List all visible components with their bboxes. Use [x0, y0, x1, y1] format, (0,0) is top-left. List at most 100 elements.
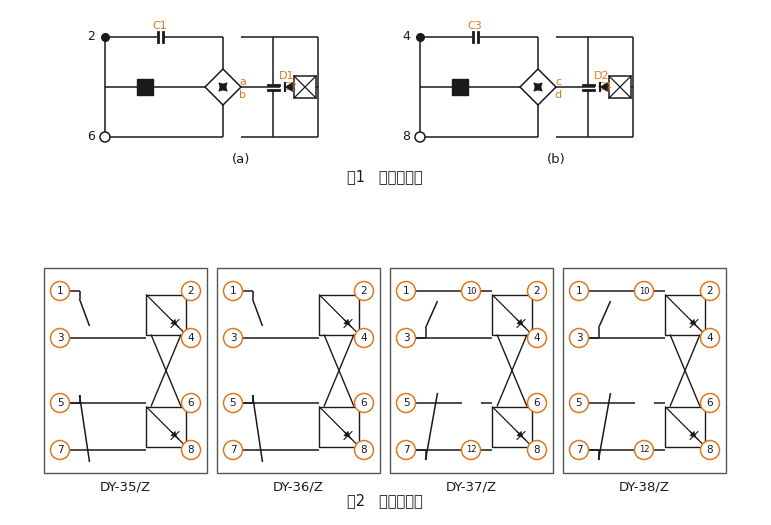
Circle shape: [635, 440, 654, 459]
Circle shape: [355, 329, 373, 348]
Text: DY-37/Z: DY-37/Z: [446, 480, 497, 493]
Text: C4: C4: [597, 82, 612, 92]
Circle shape: [527, 440, 547, 459]
Polygon shape: [219, 82, 226, 90]
Circle shape: [701, 281, 719, 300]
Polygon shape: [534, 82, 540, 90]
Circle shape: [396, 394, 416, 413]
Text: 2: 2: [707, 286, 713, 296]
Text: 7: 7: [576, 445, 582, 455]
Bar: [390, 268, 553, 473]
Text: 4: 4: [402, 30, 410, 44]
Text: 4: 4: [361, 333, 367, 343]
Polygon shape: [221, 84, 227, 91]
Text: D1: D1: [279, 71, 295, 81]
Text: 4: 4: [187, 333, 194, 343]
Polygon shape: [535, 82, 542, 90]
Circle shape: [50, 440, 69, 459]
Circle shape: [701, 394, 719, 413]
Circle shape: [701, 329, 719, 348]
Circle shape: [527, 394, 547, 413]
Circle shape: [181, 394, 200, 413]
Circle shape: [50, 281, 69, 300]
Text: 6: 6: [707, 398, 713, 408]
Circle shape: [415, 132, 425, 142]
Polygon shape: [517, 431, 523, 437]
Text: 7: 7: [57, 445, 63, 455]
Text: 2: 2: [361, 286, 367, 296]
Text: c: c: [555, 77, 561, 87]
Text: 图2   端子接线图: 图2 端子接线图: [347, 494, 423, 509]
Text: 7: 7: [402, 445, 409, 455]
Circle shape: [224, 394, 243, 413]
Polygon shape: [517, 319, 523, 326]
Text: 12: 12: [466, 446, 476, 455]
Text: 5: 5: [576, 398, 582, 408]
Polygon shape: [690, 319, 696, 326]
Circle shape: [355, 281, 373, 300]
Circle shape: [396, 440, 416, 459]
Circle shape: [100, 132, 110, 142]
Text: 6: 6: [187, 398, 194, 408]
Circle shape: [224, 281, 243, 300]
Circle shape: [181, 281, 200, 300]
Text: DY-36/Z: DY-36/Z: [273, 480, 324, 493]
Circle shape: [50, 329, 69, 348]
Polygon shape: [219, 84, 226, 91]
Circle shape: [527, 329, 547, 348]
Text: 3: 3: [230, 333, 237, 343]
Text: 4: 4: [707, 333, 713, 343]
Circle shape: [50, 394, 69, 413]
Circle shape: [570, 394, 588, 413]
Bar: [452, 79, 468, 95]
Text: 12: 12: [638, 446, 649, 455]
Bar: [319, 295, 359, 334]
Polygon shape: [171, 431, 177, 437]
Text: 1: 1: [402, 286, 409, 296]
Text: 5: 5: [402, 398, 409, 408]
Bar: [609, 76, 631, 98]
Text: 1: 1: [57, 286, 63, 296]
Polygon shape: [221, 82, 227, 90]
Text: 8: 8: [402, 131, 410, 143]
Text: 4: 4: [534, 333, 540, 343]
Polygon shape: [344, 431, 350, 437]
Text: 1: 1: [576, 286, 582, 296]
Polygon shape: [535, 84, 542, 91]
Text: 6: 6: [534, 398, 540, 408]
Text: 8: 8: [707, 445, 713, 455]
Circle shape: [181, 440, 200, 459]
Text: 2: 2: [534, 286, 540, 296]
Circle shape: [635, 281, 654, 300]
Circle shape: [570, 281, 588, 300]
Polygon shape: [690, 431, 696, 437]
Text: 7: 7: [230, 445, 237, 455]
Text: C1: C1: [153, 21, 167, 31]
Bar: [146, 295, 186, 334]
Text: 图1   内部接线图: 图1 内部接线图: [347, 170, 423, 184]
Circle shape: [181, 329, 200, 348]
Circle shape: [527, 281, 547, 300]
Text: D2: D2: [594, 71, 610, 81]
Text: 5: 5: [230, 398, 237, 408]
Bar: [294, 76, 316, 98]
Circle shape: [224, 440, 243, 459]
Polygon shape: [285, 82, 292, 91]
Circle shape: [570, 329, 588, 348]
Text: (b): (b): [547, 152, 565, 165]
Polygon shape: [534, 84, 540, 91]
Text: 8: 8: [361, 445, 367, 455]
Circle shape: [396, 329, 416, 348]
Text: 10: 10: [638, 287, 649, 296]
Text: 3: 3: [57, 333, 63, 343]
Text: 6: 6: [361, 398, 367, 408]
Text: 3: 3: [402, 333, 409, 343]
Bar: [137, 79, 153, 95]
Bar: [492, 406, 532, 446]
Bar: [319, 406, 359, 446]
Circle shape: [224, 329, 243, 348]
Text: 10: 10: [466, 287, 476, 296]
Text: 5: 5: [57, 398, 63, 408]
Text: 2: 2: [87, 30, 95, 44]
Text: a: a: [240, 77, 247, 87]
